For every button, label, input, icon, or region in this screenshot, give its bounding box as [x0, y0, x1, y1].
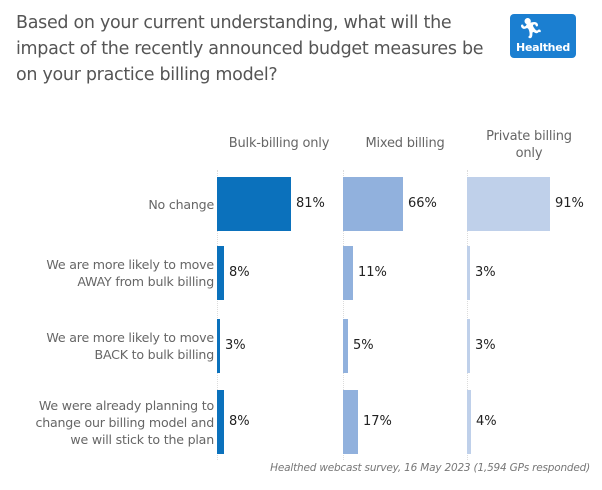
column-axis-line-2	[467, 170, 468, 460]
column-header-line: Bulk-billing only	[228, 136, 330, 151]
bar-0-2	[217, 319, 220, 373]
value-label-0-2: 3%	[225, 338, 246, 353]
bar-0-3	[217, 390, 224, 454]
column-header-line: Private billing	[486, 129, 572, 144]
logo-text: Healthed	[516, 41, 570, 54]
runner-icon: 🏃︎	[518, 16, 544, 40]
column-header-line: Mixed billing	[365, 136, 445, 151]
category-label-line: We are more likely to move	[46, 257, 214, 272]
bar-2-0	[467, 177, 550, 231]
column-header-1: Mixed billing	[335, 135, 475, 152]
category-label-3: We were already planning to change our bi…	[36, 397, 215, 448]
column-header-2: Private billing only	[459, 128, 599, 162]
bar-1-3	[343, 390, 358, 454]
bar-1-0	[343, 177, 403, 231]
value-label-1-1: 11%	[358, 265, 387, 280]
value-label-1-2: 5%	[353, 338, 374, 353]
category-label-2: We are more likely to move BACK to bulk b…	[46, 329, 214, 363]
category-label-line: AWAY from bulk billing	[77, 274, 214, 289]
column-axis-line-1	[343, 170, 344, 460]
bar-2-1	[467, 246, 470, 300]
value-label-1-3: 17%	[363, 414, 392, 429]
bar-0-1	[217, 246, 224, 300]
value-label-2-3: 4%	[476, 414, 497, 429]
value-label-1-0: 66%	[408, 196, 437, 211]
column-header-0: Bulk-billing only	[209, 135, 349, 152]
chart-title: Based on your current understanding, wha…	[16, 13, 484, 85]
value-label-2-2: 3%	[475, 338, 496, 353]
source-footnote: Healthed webcast survey, 16 May 2023 (1,…	[270, 462, 590, 474]
bar-2-3	[467, 390, 471, 454]
healthed-logo: 🏃︎ Healthed	[510, 14, 576, 58]
bar-1-2	[343, 319, 348, 373]
column-header-line: only	[515, 146, 543, 161]
value-label-0-1: 8%	[229, 265, 250, 280]
bar-2-2	[467, 319, 470, 373]
value-label-0-0: 81%	[296, 196, 325, 211]
value-label-2-1: 3%	[475, 265, 496, 280]
category-label-1: We are more likely to move AWAY from bulk…	[46, 256, 214, 290]
category-label-line: we will stick to the plan	[70, 431, 214, 447]
category-label-line: change our billing model and	[35, 414, 215, 430]
category-label-line: We are more likely to move	[46, 330, 214, 345]
value-label-2-0: 91%	[555, 196, 584, 211]
bar-0-0	[217, 177, 291, 231]
value-label-0-3: 8%	[229, 414, 250, 429]
column-axis-line-0	[217, 170, 218, 460]
category-label-line: BACK to bulk billing	[94, 347, 215, 362]
category-label-line: We were already planning to	[38, 397, 214, 413]
category-label-0: No change	[148, 196, 214, 213]
bar-1-1	[343, 246, 353, 300]
category-label-line: No change	[148, 196, 214, 212]
